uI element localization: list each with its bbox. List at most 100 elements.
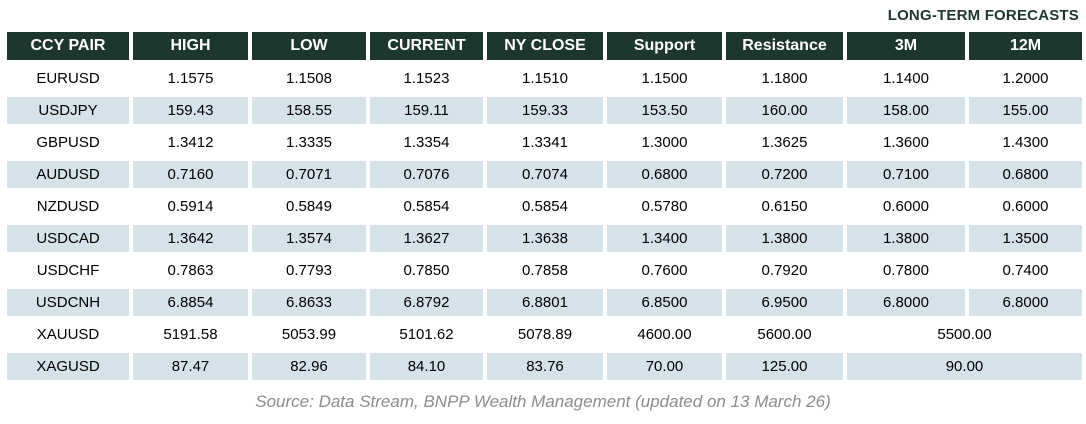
table-row-nzdusd: NZDUSD 0.5914 0.5849 0.5854 0.5854 0.5780 0.61…	[7, 193, 1082, 220]
table-row-usdchf: USDCHF 0.7863 0.7793 0.7850 0.7858 0.7600 0.79…	[7, 257, 1082, 284]
cell-support: 0.5780	[607, 193, 722, 220]
column-header-high: HIGH	[133, 32, 248, 60]
table-row-usdcnh: USDCNH 6.8854 6.8633 6.8792 6.8801 6.8500 6.95…	[7, 289, 1082, 316]
cell-ny-close: 0.7858	[487, 257, 603, 284]
cell-current: 0.5854	[370, 193, 483, 220]
column-header-resistance: Resistance	[726, 32, 843, 60]
cell-resistance: 6.9500	[726, 289, 843, 316]
cell-ny-close: 1.1510	[487, 65, 603, 92]
cell-forecast-3m: 1.1400	[847, 65, 965, 92]
cell-forecast-3m: 1.3600	[847, 129, 965, 156]
cell-forecast-3m: 0.7800	[847, 257, 965, 284]
cell-current: 159.11	[370, 97, 483, 124]
cell-pair: EURUSD	[7, 65, 129, 92]
cell-low: 0.5849	[252, 193, 366, 220]
cell-pair: USDCHF	[7, 257, 129, 284]
cell-resistance: 1.1800	[726, 65, 843, 92]
cell-forecast-12m: 0.6000	[969, 193, 1082, 220]
cell-high: 1.1575	[133, 65, 248, 92]
table-header-row: CCY PAIR HIGH LOW CURRENT NY CLOSE Support Res…	[7, 32, 1082, 60]
cell-support: 0.6800	[607, 161, 722, 188]
cell-ny-close: 83.76	[487, 353, 603, 380]
cell-pair: USDCAD	[7, 225, 129, 252]
cell-low: 0.7793	[252, 257, 366, 284]
cell-ny-close: 1.3341	[487, 129, 603, 156]
long-term-forecasts-header: LONG-TERM FORECASTS	[0, 0, 1086, 27]
cell-support: 0.7600	[607, 257, 722, 284]
cell-high: 0.5914	[133, 193, 248, 220]
cell-current: 84.10	[370, 353, 483, 380]
fx-forecast-table: CCY PAIR HIGH LOW CURRENT NY CLOSE Support Res…	[3, 27, 1086, 385]
cell-ny-close: 0.7074	[487, 161, 603, 188]
cell-high: 5191.58	[133, 321, 248, 348]
cell-high: 1.3412	[133, 129, 248, 156]
cell-current: 5101.62	[370, 321, 483, 348]
cell-support: 4600.00	[607, 321, 722, 348]
source-note: Source: Data Stream, BNPP Wealth Managem…	[255, 392, 831, 411]
cell-high: 159.43	[133, 97, 248, 124]
cell-forecast-3m: 0.6000	[847, 193, 965, 220]
cell-forecast-3m: 6.8000	[847, 289, 965, 316]
cell-low: 6.8633	[252, 289, 366, 316]
cell-low: 5053.99	[252, 321, 366, 348]
column-header-12m: 12M	[969, 32, 1082, 60]
cell-resistance: 125.00	[726, 353, 843, 380]
cell-forecast-12m: 0.6800	[969, 161, 1082, 188]
cell-low: 1.3574	[252, 225, 366, 252]
long-term-forecasts-title: LONG-TERM FORECASTS	[887, 7, 1079, 24]
cell-forecast-12m: 1.4300	[969, 129, 1082, 156]
cell-support: 6.8500	[607, 289, 722, 316]
cell-pair: AUDUSD	[7, 161, 129, 188]
cell-low: 158.55	[252, 97, 366, 124]
cell-ny-close: 6.8801	[487, 289, 603, 316]
cell-low: 0.7071	[252, 161, 366, 188]
cell-resistance: 160.00	[726, 97, 843, 124]
cell-pair: USDCNH	[7, 289, 129, 316]
cell-current: 6.8792	[370, 289, 483, 316]
cell-current: 0.7850	[370, 257, 483, 284]
cell-forecast-12m: 155.00	[969, 97, 1082, 124]
cell-resistance: 0.7200	[726, 161, 843, 188]
cell-pair: NZDUSD	[7, 193, 129, 220]
cell-forecast-long-term: 90.00	[847, 353, 1082, 380]
table-row-eurusd: EURUSD 1.1575 1.1508 1.1523 1.1510 1.1500 1.18…	[7, 65, 1082, 92]
cell-resistance: 1.3800	[726, 225, 843, 252]
cell-current: 0.7076	[370, 161, 483, 188]
cell-pair: XAGUSD	[7, 353, 129, 380]
cell-high: 87.47	[133, 353, 248, 380]
cell-forecast-12m: 6.8000	[969, 289, 1082, 316]
table-row-xauusd: XAUUSD 5191.58 5053.99 5101.62 5078.89 4600.0…	[7, 321, 1082, 348]
cell-current: 1.3354	[370, 129, 483, 156]
table-row-usdcad: USDCAD 1.3642 1.3574 1.3627 1.3638 1.3400 1.38…	[7, 225, 1082, 252]
column-header-ny-close: NY CLOSE	[487, 32, 603, 60]
column-header-ccy-pair: CCY PAIR	[7, 32, 129, 60]
cell-support: 153.50	[607, 97, 722, 124]
cell-pair: XAUUSD	[7, 321, 129, 348]
cell-forecast-3m: 158.00	[847, 97, 965, 124]
cell-forecast-12m: 0.7400	[969, 257, 1082, 284]
cell-support: 70.00	[607, 353, 722, 380]
cell-support: 1.3400	[607, 225, 722, 252]
table-row-xagusd: XAGUSD 87.47 82.96 84.10 83.76 70.00 125.00 90.…	[7, 353, 1082, 380]
cell-low: 82.96	[252, 353, 366, 380]
cell-low: 1.3335	[252, 129, 366, 156]
cell-forecast-12m: 1.3500	[969, 225, 1082, 252]
cell-ny-close: 5078.89	[487, 321, 603, 348]
cell-high: 0.7863	[133, 257, 248, 284]
cell-ny-close: 1.3638	[487, 225, 603, 252]
cell-pair: GBPUSD	[7, 129, 129, 156]
cell-forecast-3m: 0.7100	[847, 161, 965, 188]
cell-support: 1.3000	[607, 129, 722, 156]
cell-high: 0.7160	[133, 161, 248, 188]
table-row-usdjpy: USDJPY 159.43 158.55 159.11 159.33 153.50 160.…	[7, 97, 1082, 124]
cell-resistance: 5600.00	[726, 321, 843, 348]
table-row-gbpusd: GBPUSD 1.3412 1.3335 1.3354 1.3341 1.3000 1.36…	[7, 129, 1082, 156]
cell-high: 1.3642	[133, 225, 248, 252]
column-header-support: Support	[607, 32, 722, 60]
cell-current: 1.1523	[370, 65, 483, 92]
cell-high: 6.8854	[133, 289, 248, 316]
cell-pair: USDJPY	[7, 97, 129, 124]
cell-ny-close: 159.33	[487, 97, 603, 124]
cell-forecast-long-term: 5500.00	[847, 321, 1082, 348]
